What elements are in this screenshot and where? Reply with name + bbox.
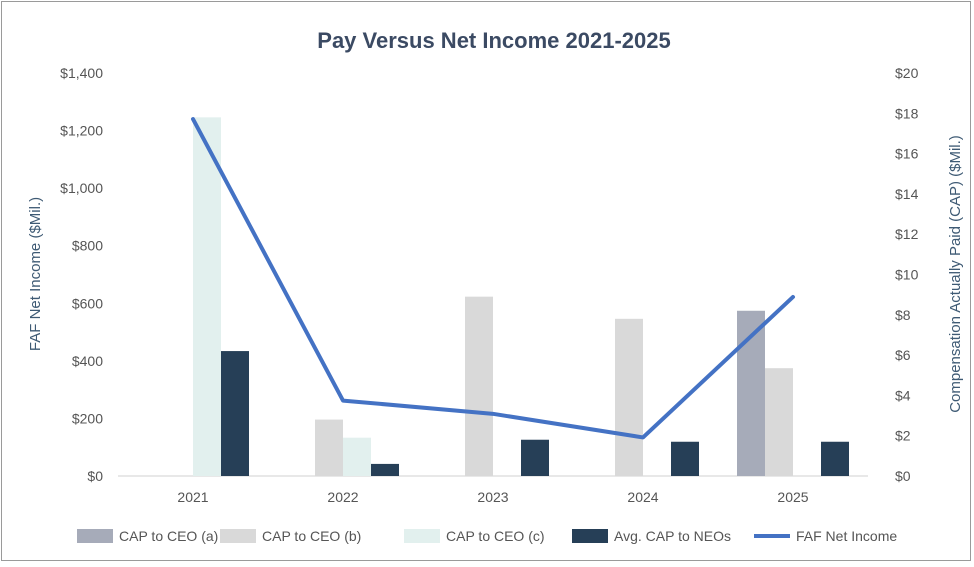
legend-label: CAP to CEO (b) <box>262 528 361 544</box>
legend-label: FAF Net Income <box>796 528 897 544</box>
bar-cap-to-ceo-b-2023 <box>465 297 493 476</box>
right-tick-label: $0 <box>895 468 911 484</box>
legend-swatch <box>77 529 113 543</box>
right-tick-label: $2 <box>895 428 911 444</box>
bar-avg-cap-to-neos-2023 <box>521 440 549 476</box>
legend-swatch <box>220 529 256 543</box>
left-tick-label: $0 <box>87 468 103 484</box>
right-tick-label: $10 <box>895 267 919 283</box>
bar-cap-to-ceo-b-2024 <box>615 319 643 476</box>
left-tick-label: $600 <box>72 295 103 311</box>
legend-label: CAP to CEO (c) <box>446 528 545 544</box>
legend-item-cap-to-ceo-a: CAP to CEO (a) <box>77 528 218 544</box>
bars-group <box>193 117 849 476</box>
right-tick-label: $4 <box>895 387 911 403</box>
left-axis-ticks: $0 $200 $400 $600 $800 $1,000 $1,200 $1,400 <box>60 65 103 484</box>
right-axis-ticks: $0 $2 $4 $6 $8 $10 $12 $14 $16 $18 $20 <box>895 65 919 484</box>
x-tick-label: 2022 <box>327 489 358 505</box>
right-tick-label: $6 <box>895 347 911 363</box>
x-tick-label: 2025 <box>777 489 808 505</box>
x-tick-label: 2024 <box>627 489 658 505</box>
right-tick-label: $18 <box>895 105 919 121</box>
bar-avg-cap-to-neos-2021 <box>221 351 249 476</box>
legend-swatch <box>572 529 608 543</box>
legend-item-cap-to-ceo-c: CAP to CEO (c) <box>404 528 545 544</box>
legend-label: Avg. CAP to NEOs <box>614 528 731 544</box>
right-tick-label: $8 <box>895 307 911 323</box>
left-tick-label: $200 <box>72 410 103 426</box>
chart-title: Pay Versus Net Income 2021-2025 <box>317 28 670 53</box>
legend-item-cap-to-ceo-b: CAP to CEO (b) <box>220 528 361 544</box>
bar-cap-to-ceo-c-2022 <box>343 438 371 476</box>
right-tick-label: $16 <box>895 146 919 162</box>
legend-item-faf-net-income: FAF Net Income <box>754 528 897 544</box>
x-tick-label: 2021 <box>177 489 208 505</box>
bar-avg-cap-to-neos-2024 <box>671 442 699 476</box>
left-tick-label: $400 <box>72 353 103 369</box>
left-axis-title: FAF Net Income ($Mil.) <box>27 197 44 351</box>
x-axis-ticks: 2021 2022 2023 2024 2025 <box>177 489 808 505</box>
bar-cap-to-ceo-b-2022 <box>315 420 343 476</box>
line-series-group <box>193 119 793 438</box>
legend-swatch <box>404 529 440 543</box>
bar-cap-to-ceo-c-2021 <box>193 117 221 476</box>
right-tick-label: $14 <box>895 186 919 202</box>
legend-label: CAP to CEO (a) <box>119 528 218 544</box>
left-tick-label: $1,200 <box>60 123 103 139</box>
bar-cap-to-ceo-b-2025 <box>765 368 793 476</box>
left-tick-label: $800 <box>72 238 103 254</box>
right-axis-title: Compensation Actually Paid (CAP) ($Mil.) <box>947 135 964 413</box>
bar-avg-cap-to-neos-2022 <box>371 464 399 476</box>
left-tick-label: $1,400 <box>60 65 103 81</box>
left-tick-label: $1,000 <box>60 180 103 196</box>
x-tick-label: 2023 <box>477 489 508 505</box>
legend: CAP to CEO (a) CAP to CEO (b) CAP to CEO (… <box>77 528 897 544</box>
bar-avg-cap-to-neos-2025 <box>821 442 849 476</box>
legend-item-avg-cap-to-neos: Avg. CAP to NEOs <box>572 528 731 544</box>
right-tick-label: $12 <box>895 226 919 242</box>
right-tick-label: $20 <box>895 65 919 81</box>
